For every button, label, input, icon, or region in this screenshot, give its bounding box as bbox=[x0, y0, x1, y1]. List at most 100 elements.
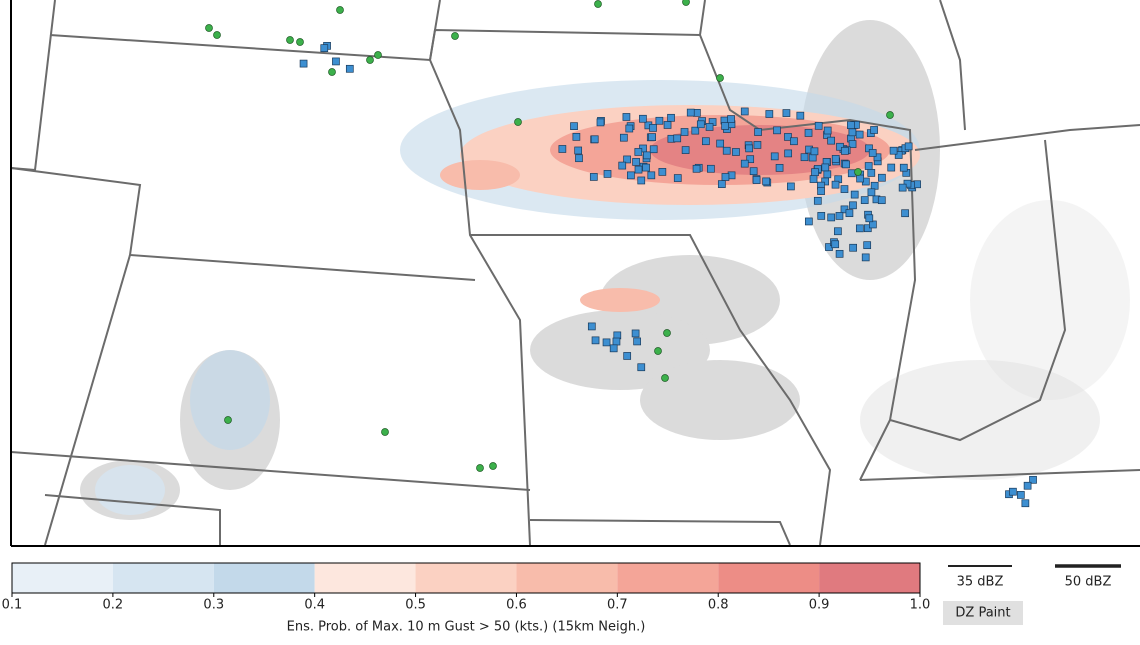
wind-report bbox=[861, 253, 870, 262]
wind-report bbox=[648, 133, 656, 141]
wind-report bbox=[589, 173, 598, 181]
wind-report bbox=[873, 153, 882, 162]
wind-report bbox=[878, 173, 886, 182]
wind-report bbox=[740, 159, 749, 168]
wind-report bbox=[800, 153, 809, 162]
wind-report bbox=[835, 212, 844, 220]
wind-report bbox=[887, 163, 896, 172]
wind-report bbox=[831, 180, 840, 189]
wind-report bbox=[753, 141, 762, 149]
wind-report bbox=[865, 214, 874, 223]
wind-report bbox=[299, 59, 308, 68]
colorbar-segment bbox=[516, 563, 618, 593]
wind-report bbox=[870, 126, 878, 134]
colorbar-tick-label: 0.4 bbox=[304, 598, 325, 613]
wind-report bbox=[752, 176, 761, 184]
wind-report bbox=[717, 180, 726, 188]
report-markers bbox=[205, 0, 1037, 508]
hail-report bbox=[514, 118, 522, 126]
wind-report bbox=[762, 177, 771, 186]
hail-report bbox=[654, 347, 662, 355]
wind-report bbox=[845, 209, 854, 218]
wind-report bbox=[784, 149, 793, 158]
colorbar: 0.1 0.2 0.3 0.4 0.5 0.6 0.7 0.8 0.9 1.0 bbox=[2, 562, 930, 613]
hail-report bbox=[663, 329, 671, 337]
hail-report bbox=[213, 31, 221, 39]
wind-report bbox=[817, 187, 825, 195]
wind-report bbox=[558, 145, 567, 153]
wind-report bbox=[848, 140, 857, 148]
wind-report bbox=[817, 212, 826, 220]
wind-report bbox=[813, 196, 822, 205]
wind-report bbox=[716, 139, 725, 148]
wind-report bbox=[863, 241, 872, 250]
wind-report bbox=[658, 168, 667, 176]
wind-report bbox=[649, 124, 657, 132]
wind-report bbox=[602, 338, 611, 347]
wind-report bbox=[625, 124, 634, 133]
wind-report bbox=[707, 164, 715, 173]
wind-report bbox=[784, 133, 792, 141]
wind-report bbox=[732, 148, 740, 156]
colorbar-segment bbox=[718, 563, 820, 593]
wind-report bbox=[867, 169, 876, 177]
wind-report bbox=[898, 183, 907, 192]
colorbar-tick-label: 0.8 bbox=[708, 598, 729, 613]
wind-report bbox=[663, 121, 672, 129]
wind-report bbox=[782, 109, 791, 117]
wind-report bbox=[627, 171, 635, 180]
wind-report bbox=[643, 151, 651, 160]
wind-report bbox=[847, 169, 856, 178]
dz-paint-button[interactable] bbox=[943, 601, 1023, 625]
state-borders bbox=[10, 0, 1140, 546]
dz-paint-label[interactable]: DZ Paint bbox=[955, 606, 1010, 621]
colorbar-segment bbox=[112, 563, 214, 593]
wind-report bbox=[680, 128, 689, 136]
hail-report bbox=[381, 428, 389, 436]
colorbar-segment bbox=[12, 563, 113, 593]
hail-report bbox=[328, 68, 336, 76]
wind-report bbox=[867, 188, 876, 197]
wind-report bbox=[745, 144, 754, 153]
wind-report bbox=[692, 164, 701, 173]
colorbar-label: Ens. Prob. of Max. 10 m Gust > 50 (kts.)… bbox=[287, 620, 646, 635]
wind-report bbox=[639, 114, 647, 123]
wind-report bbox=[889, 146, 898, 155]
wind-report bbox=[596, 118, 605, 127]
colorbar-segment bbox=[213, 563, 315, 593]
wind-report bbox=[618, 161, 627, 170]
wind-report bbox=[868, 149, 877, 157]
wind-report bbox=[637, 176, 646, 185]
wind-report bbox=[842, 160, 850, 169]
colorbar-tick-label: 0.1 bbox=[2, 598, 23, 613]
wind-report bbox=[746, 155, 755, 164]
colorbar-tick-label: 0.9 bbox=[809, 598, 830, 613]
colorbar-tick-label: 0.2 bbox=[103, 598, 124, 613]
wind-report bbox=[903, 179, 912, 188]
colorbar-segment bbox=[314, 563, 416, 593]
wind-report bbox=[673, 134, 682, 143]
wind-report bbox=[894, 151, 903, 159]
hail-report bbox=[366, 56, 374, 64]
hail-report bbox=[476, 464, 484, 472]
colorbar-tick-label: 0.5 bbox=[405, 598, 426, 613]
wind-report bbox=[811, 168, 819, 177]
hail-report bbox=[451, 32, 459, 40]
wind-report bbox=[633, 337, 641, 346]
legend-label: 50 dBZ bbox=[1065, 575, 1112, 590]
hail-report bbox=[594, 0, 602, 8]
wind-report bbox=[814, 121, 823, 130]
wind-report bbox=[591, 336, 600, 345]
hail-report bbox=[205, 24, 213, 32]
wind-report bbox=[642, 163, 650, 172]
wind-report bbox=[899, 163, 908, 172]
wind-report bbox=[849, 243, 857, 252]
wind-report bbox=[765, 110, 774, 118]
wind-report bbox=[634, 165, 643, 174]
wind-report bbox=[1016, 491, 1025, 499]
wind-report bbox=[721, 173, 730, 181]
wind-report bbox=[691, 126, 700, 135]
wind-report bbox=[345, 64, 354, 73]
wind-report bbox=[809, 175, 818, 183]
